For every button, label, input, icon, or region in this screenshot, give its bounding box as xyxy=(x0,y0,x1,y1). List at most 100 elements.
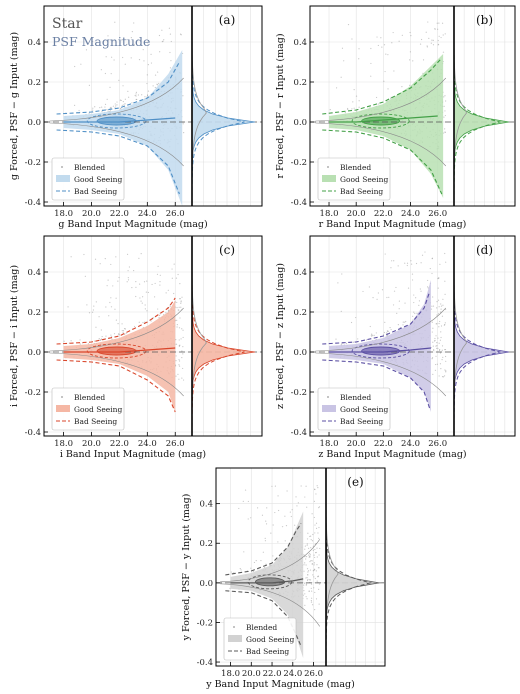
blended-point xyxy=(385,332,388,334)
blended-point xyxy=(142,296,144,298)
blended-point xyxy=(311,604,314,606)
blended-point xyxy=(177,273,179,276)
blended-point xyxy=(177,373,179,375)
blended-point xyxy=(311,597,313,599)
blended-point xyxy=(239,568,241,570)
blended-point xyxy=(179,282,181,285)
blended-point xyxy=(443,105,445,108)
blended-point xyxy=(303,584,305,586)
blended-point xyxy=(402,321,404,323)
bad-seeing-lower xyxy=(56,129,180,195)
blended-point xyxy=(369,325,371,328)
blended-point xyxy=(430,42,432,44)
legend-swatch-good-seeing xyxy=(56,175,70,182)
blended-point xyxy=(99,339,102,341)
blended-point xyxy=(180,300,182,302)
blended-point xyxy=(351,108,353,110)
blended-point xyxy=(438,322,440,325)
x-axis-label: r Band Input Magnitude (mag) xyxy=(319,219,467,230)
y-tick-label: 0.0 xyxy=(293,348,307,358)
blended-point xyxy=(315,598,318,600)
blended-point xyxy=(313,564,315,566)
blended-point xyxy=(305,556,308,558)
blended-point xyxy=(240,569,242,571)
blended-point xyxy=(178,327,181,329)
blended-point xyxy=(128,266,131,268)
blended-point xyxy=(393,70,395,72)
legend-swatch-blended xyxy=(327,396,329,398)
blended-point xyxy=(121,104,123,106)
blended-point xyxy=(74,104,76,106)
blended-point xyxy=(107,35,109,37)
blended-point xyxy=(420,262,422,264)
blended-point xyxy=(409,31,411,34)
blended-point xyxy=(122,85,124,87)
blended-point xyxy=(304,496,306,498)
blended-point xyxy=(124,98,126,100)
blended-point xyxy=(309,560,311,563)
blended-point xyxy=(115,319,117,321)
blended-point xyxy=(173,263,175,265)
blended-point xyxy=(101,335,103,338)
blended-point xyxy=(101,106,103,108)
blended-point xyxy=(313,554,315,556)
blended-point xyxy=(444,322,446,324)
blended-point xyxy=(445,370,447,372)
blended-point xyxy=(435,355,437,357)
blended-point xyxy=(314,488,316,491)
blended-point xyxy=(435,345,437,347)
blended-point xyxy=(124,103,126,105)
blended-point xyxy=(84,275,86,277)
blended-point xyxy=(296,505,298,507)
blended-point xyxy=(372,297,374,299)
blended-point xyxy=(127,277,129,279)
blended-point xyxy=(94,258,97,260)
blended-point xyxy=(169,305,171,308)
blended-point xyxy=(410,263,413,265)
legend-box xyxy=(51,387,125,431)
blended-point xyxy=(440,368,442,370)
blended-point xyxy=(303,554,305,556)
x-tick-label: 22.0 xyxy=(374,439,393,449)
blended-point xyxy=(277,495,279,497)
blended-point xyxy=(178,360,181,362)
blended-point xyxy=(115,256,117,258)
blended-point xyxy=(230,571,232,573)
blended-point xyxy=(109,86,111,88)
blended-point xyxy=(387,54,389,56)
blended-point xyxy=(436,323,438,325)
blended-point xyxy=(79,339,81,341)
y-tick-label: 0.4 xyxy=(27,38,41,48)
y-tick-label: 0.0 xyxy=(27,348,41,358)
blended-point xyxy=(432,373,434,376)
blended-point xyxy=(430,308,433,310)
y-tick-label: -0.4 xyxy=(291,428,307,438)
blended-point xyxy=(445,355,447,358)
x-tick-label: 22.0 xyxy=(374,209,393,219)
blended-point xyxy=(115,105,117,107)
panel-tag: (b) xyxy=(476,13,493,27)
blended-point xyxy=(444,323,446,326)
blended-point xyxy=(316,564,318,566)
blended-point xyxy=(429,267,431,270)
blended-point xyxy=(436,301,438,303)
blended-point xyxy=(347,23,350,26)
blended-point xyxy=(113,333,116,335)
blended-point xyxy=(306,568,309,570)
blended-point xyxy=(371,335,373,337)
blended-point xyxy=(112,285,114,287)
blended-point xyxy=(114,308,116,310)
blended-point xyxy=(375,332,377,334)
x-tick-label: 26.0 xyxy=(166,209,185,219)
blended-point xyxy=(271,485,273,487)
blended-point xyxy=(150,62,153,64)
blended-point xyxy=(286,490,288,492)
blended-point xyxy=(329,109,331,111)
y-axis-label: r Forced, PSF − r Input (mag) xyxy=(275,33,286,178)
blended-point xyxy=(121,323,123,325)
blended-point xyxy=(181,328,183,330)
blended-point xyxy=(140,300,142,302)
blended-point xyxy=(78,109,80,112)
blended-point xyxy=(181,52,184,55)
blended-point xyxy=(377,292,379,294)
